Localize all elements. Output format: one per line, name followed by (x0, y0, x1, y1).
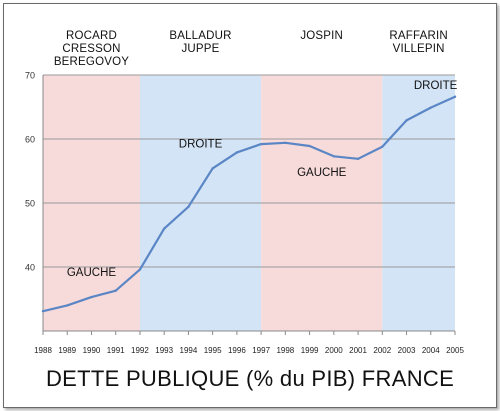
period-name-line: BEREGOVOY (53, 56, 130, 68)
x-tick-label: 1999 (301, 346, 319, 355)
period-name-1: BALLADUR JUPPE (141, 30, 261, 56)
data-point (211, 167, 214, 170)
data-point (284, 141, 287, 145)
x-tick-label: 2005 (446, 346, 464, 355)
data-point (381, 145, 384, 148)
data-point (332, 155, 336, 158)
period-name-line: BALLADUR (169, 30, 232, 42)
x-tick-label: 2004 (422, 346, 440, 355)
period-name-2: JOSPIN (262, 30, 382, 43)
period-name-line: JOSPIN (300, 30, 344, 42)
debt-series (41, 95, 457, 313)
x-tick-labels: 1988 1989 1990 1991 1992 1993 1994 1995 1996 1997… (34, 346, 464, 355)
period-name-line: VILLEPIN (392, 43, 445, 55)
series-line (41, 95, 457, 313)
data-point (187, 205, 190, 209)
x-tick-label: 1998 (276, 346, 294, 355)
data-point (453, 95, 457, 98)
data-point (162, 227, 166, 230)
x-tick-label: 1988 (34, 346, 52, 355)
x-tick-label: 1992 (131, 346, 149, 355)
band-label-2: GAUCHE (297, 167, 347, 179)
band-label-1: DROITE (179, 138, 223, 150)
data-point (66, 304, 69, 307)
period-name-line: CRESSON (62, 43, 121, 55)
data-point (405, 119, 408, 122)
x-tick-label: 1990 (83, 346, 101, 355)
y-tick-label: 60 (25, 135, 35, 145)
x-tick-label: 1995 (204, 346, 222, 355)
chart-title: DETTE PUBLIQUE (% du PIB) FRANCE (45, 366, 455, 391)
x-tick-label: 1996 (228, 346, 246, 355)
data-point (356, 157, 360, 161)
data-point (235, 151, 239, 154)
period-name-3: RAFFARIN VILLEPIN (359, 30, 479, 56)
band-label-3: DROITE (414, 80, 458, 92)
y-tick-labels: 40 50 60 70 (25, 71, 35, 273)
band-label-0: GAUCHE (67, 267, 117, 279)
data-point (259, 142, 263, 146)
x-tick-label: 1991 (107, 346, 125, 355)
data-point (308, 144, 311, 148)
x-tick-label: 2003 (398, 346, 416, 355)
data-point (138, 268, 142, 271)
x-tick-label: 1997 (252, 346, 270, 355)
period-name-line: JUPPE (181, 43, 220, 55)
axes (42, 75, 456, 335)
period-name-line: ROCARD (65, 30, 117, 42)
y-tick-label: 70 (25, 71, 35, 81)
data-point (41, 309, 45, 313)
x-tick-label: 1989 (58, 346, 76, 355)
y-tick-label: 40 (25, 263, 35, 273)
period-name-0: ROCARD CRESSON BEREGOVOY (31, 30, 151, 69)
x-tick-label: 2002 (373, 346, 391, 355)
data-point (90, 295, 93, 299)
grid-lines (43, 74, 455, 268)
data-point (114, 289, 117, 292)
x-tick-label: 1994 (180, 346, 198, 355)
band-labels: GAUCHE DROITE GAUCHE DROITE (67, 80, 458, 279)
x-tick-label: 2001 (349, 346, 367, 355)
x-tick-label: 1993 (155, 346, 173, 355)
period-name-line: RAFFARIN (389, 30, 448, 42)
y-tick-label: 50 (25, 199, 35, 209)
data-point (429, 106, 432, 109)
x-tick-label: 2000 (325, 346, 343, 355)
